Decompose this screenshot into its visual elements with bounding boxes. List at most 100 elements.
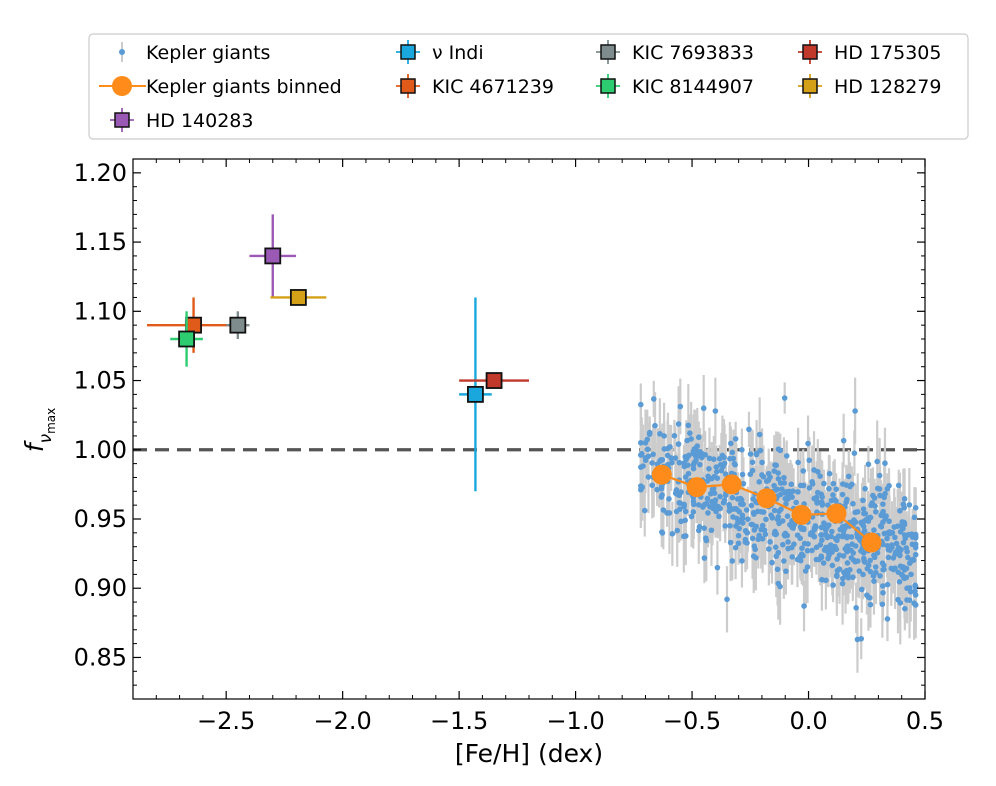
- kepler-giant-point: [899, 564, 905, 571]
- kepler-giant-point: [785, 539, 791, 545]
- kepler-giant-point: [892, 565, 898, 571]
- kepler-giant-point: [712, 408, 719, 414]
- kepler-giant-point: [757, 447, 764, 454]
- kepler-giant-point: [727, 523, 733, 529]
- kepler-giant-point: [700, 405, 707, 412]
- kepler-giant-point: [760, 509, 767, 515]
- kepler-giant-point: [758, 526, 764, 533]
- kepler-giant-point: [843, 499, 849, 506]
- kepler-giant-point: [823, 544, 829, 551]
- star-marker: [229, 316, 247, 334]
- kepler-giant-point: [824, 534, 831, 541]
- kepler-giant-point: [652, 422, 658, 429]
- kepler-giant-point: [801, 603, 807, 609]
- kepler-giant-point: [852, 558, 859, 565]
- kepler-giant-point: [785, 545, 791, 552]
- kepler-giant-point: [760, 473, 767, 480]
- kepler-giant-point: [661, 446, 668, 452]
- y-tick-label: 1.05: [74, 367, 127, 395]
- legend-entry-hd-175305: HD 175305: [798, 40, 942, 64]
- x-axis-label: [Fe/H] (dex): [455, 739, 603, 768]
- kepler-giant-point: [880, 508, 886, 515]
- kepler-giant-point: [819, 532, 825, 538]
- kepler-giant-point: [819, 502, 825, 508]
- kepler-giant-point: [650, 451, 656, 458]
- kepler-giant-point: [742, 539, 749, 545]
- kepler-giant-point: [756, 479, 763, 485]
- kepler-giant-point: [717, 493, 723, 500]
- kepler-giant-point: [753, 450, 760, 457]
- kepler-giant-point: [749, 535, 756, 542]
- kepler-giant-point: [897, 507, 903, 514]
- kepler-giant-point: [688, 513, 695, 520]
- kepler-giant-point: [897, 600, 904, 606]
- kepler-giant-point: [779, 486, 785, 492]
- y-tick-label: 1.10: [74, 297, 127, 325]
- kepler-giant-point: [876, 472, 883, 479]
- kepler-giant-point: [912, 602, 919, 608]
- kepler-giant-point: [818, 554, 825, 561]
- kepler-giant-point: [747, 451, 754, 457]
- kepler-giant-point: [853, 605, 859, 611]
- svg-text:fνmax: fνmax: [20, 408, 58, 452]
- kepler-giant-point: [638, 450, 645, 457]
- kepler-giant-point: [797, 557, 804, 564]
- kepler-giant-point: [839, 580, 846, 587]
- kepler-giant-point: [664, 510, 670, 516]
- y-tick-label: 0.90: [74, 574, 127, 602]
- kepler-giant-point: [777, 491, 784, 498]
- kepler-giant-point: [882, 460, 888, 467]
- kepler-giant-point: [642, 440, 649, 446]
- legend-label: HD 128279: [834, 76, 942, 98]
- individual-stars: [146, 214, 529, 492]
- kepler-giant-point: [682, 474, 689, 480]
- kepler-giant-point: [667, 444, 673, 450]
- kepler-giant-point: [865, 562, 872, 569]
- kepler-giant-point: [706, 455, 713, 462]
- kepler-giant-point: [657, 431, 663, 437]
- kepler-giant-point: [676, 459, 683, 466]
- kepler-giant-point: [901, 495, 908, 502]
- kepler-giant-point: [709, 498, 715, 505]
- kepler-giant-point: [688, 436, 694, 442]
- kepler-giant-point: [889, 544, 895, 551]
- kepler-giant-point: [735, 540, 742, 547]
- kepler-giant-point: [843, 522, 849, 529]
- binned-point: [756, 488, 777, 509]
- kepler-giant-point: [813, 556, 820, 563]
- kepler-giant-point: [871, 552, 877, 559]
- kepler-giant-point: [860, 497, 866, 504]
- kepler-giant-point: [686, 452, 692, 459]
- kepler-giant-point: [892, 534, 898, 541]
- kepler-giant-point: [883, 513, 889, 519]
- kepler-giant-point: [912, 588, 918, 595]
- kepler-giant-point: [893, 540, 900, 547]
- kepler-giant-point: [682, 533, 689, 539]
- legend-entry-hd-140283: HD 140283: [110, 108, 254, 132]
- kepler-giant-point: [711, 490, 718, 496]
- star-kic-8144907: [170, 311, 203, 367]
- binned-point: [791, 504, 812, 525]
- kepler-giant-point: [830, 544, 837, 550]
- kepler-giant-point: [638, 401, 644, 408]
- kepler-giant-point: [722, 471, 729, 477]
- kepler-giant-point: [739, 558, 745, 564]
- legend-marker-circle: [112, 76, 132, 96]
- kepler-giant-point: [772, 462, 778, 468]
- kepler-giant-point: [659, 492, 665, 498]
- kepler-giant-point: [839, 575, 846, 582]
- kepler-giant-point: [722, 523, 728, 529]
- kepler-giant-point: [851, 517, 857, 523]
- kepler-giant-point: [848, 534, 855, 540]
- kepler-giant-point: [852, 543, 859, 549]
- kepler-giant-point: [779, 518, 786, 524]
- kepler-giant-point: [729, 558, 736, 564]
- kepler-giant-point: [858, 586, 865, 593]
- kepler-giant-point: [675, 421, 682, 427]
- kepler-giant-point: [850, 550, 857, 556]
- kepler-giant-point: [649, 482, 656, 489]
- kepler-giant-point: [836, 552, 843, 558]
- legend-entry-hd-128279: HD 128279: [798, 74, 942, 98]
- kepler-giant-point: [736, 525, 743, 532]
- kepler-giant-point: [781, 395, 788, 401]
